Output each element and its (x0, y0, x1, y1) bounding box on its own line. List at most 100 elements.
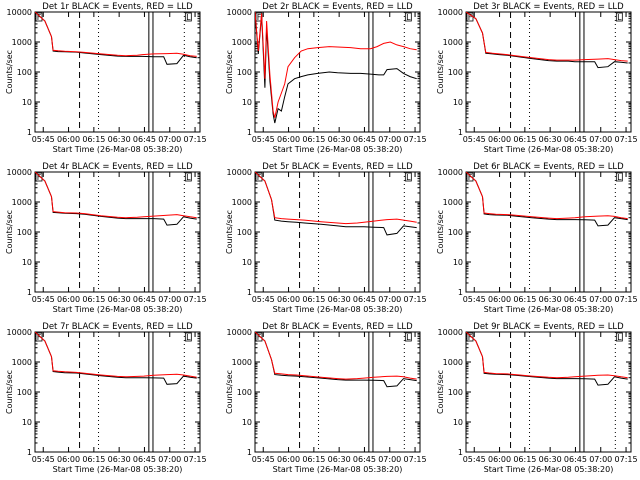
x-tick-label: 07:15 (404, 455, 427, 464)
x-tick-label: 05:45 (252, 135, 275, 144)
series-line-events (466, 172, 628, 227)
x-tick-label: 05:45 (32, 135, 55, 144)
x-axis-label: Start Time (26-Mar-08 05:38:20) (484, 145, 614, 154)
y-tick-label: 1 (458, 288, 463, 297)
marker-box (615, 172, 623, 182)
x-tick-label: 05:45 (252, 455, 275, 464)
panel-4: Det 4r BLACK = Events, RED = LLD 1 10 100 10… (5, 162, 207, 314)
series-line-events (255, 332, 417, 388)
panel-1: Det 1r BLACK = Events, RED = LLD 1 10 100 10… (5, 2, 207, 154)
marker-box (404, 12, 412, 22)
series-line-lld (466, 332, 628, 379)
plot-frame (34, 11, 201, 133)
panel-2: Det 2r BLACK = Events, RED = LLD 1 10 100 10… (225, 2, 427, 154)
series-line-events (255, 172, 417, 236)
x-tick-label: 06:45 (133, 295, 156, 304)
x-tick-label: 07:00 (158, 455, 181, 464)
x-tick-label: 06:45 (564, 455, 587, 464)
x-tick-label: 06:00 (488, 455, 511, 464)
marker-label: F (37, 13, 42, 22)
y-tick-label: 10 (242, 418, 252, 427)
marker-label: L (186, 173, 191, 182)
x-tick-label: 06:00 (488, 135, 511, 144)
x-tick-label: 07:00 (158, 135, 181, 144)
x-tick-label: 06:30 (328, 295, 351, 304)
marker-label: L (617, 173, 622, 182)
y-axis-label: Counts/sec (225, 50, 234, 94)
y-tick-label: 1 (27, 128, 32, 137)
series-line-events (35, 172, 197, 226)
marker-label: F (257, 173, 262, 182)
y-tick-label: 10 (22, 98, 32, 107)
series-line-lld (255, 332, 417, 380)
x-tick-label: 06:45 (564, 295, 587, 304)
x-tick-label: 06:15 (513, 295, 536, 304)
marker-label: F (257, 333, 262, 342)
x-tick-label: 07:15 (615, 455, 638, 464)
marker-label: L (406, 13, 411, 22)
marker-box (404, 332, 412, 342)
y-tick-label: 10000 (438, 8, 463, 17)
x-tick-label: 07:15 (404, 295, 427, 304)
marker-box (35, 332, 43, 342)
marker-label: L (186, 13, 191, 22)
marker-label: L (406, 173, 411, 182)
y-tick-label: 1000 (232, 198, 252, 207)
y-axis-label: Counts/sec (5, 210, 14, 254)
marker-box (184, 172, 192, 182)
series-line-lld (35, 332, 197, 378)
x-tick-label: 06:45 (133, 455, 156, 464)
series-line-events (466, 332, 628, 386)
x-tick-label: 06:30 (328, 135, 351, 144)
plot-frame (254, 331, 421, 453)
y-tick-label: 1 (27, 288, 32, 297)
plot-frame (34, 171, 201, 293)
x-tick-label: 06:30 (108, 135, 131, 144)
x-tick-label: 06:00 (57, 455, 80, 464)
x-axis-label: Start Time (26-Mar-08 05:38:20) (273, 305, 403, 314)
x-tick-label: 06:15 (302, 295, 325, 304)
y-tick-label: 10000 (7, 168, 32, 177)
x-tick-label: 06:45 (353, 455, 376, 464)
marker-box (35, 172, 43, 182)
x-axis-label: Start Time (26-Mar-08 05:38:20) (273, 465, 403, 474)
x-tick-label: 07:00 (378, 135, 401, 144)
x-tick-label: 07:15 (184, 295, 207, 304)
marker-box (184, 332, 192, 342)
y-tick-label: 1000 (12, 198, 32, 207)
marker-box (255, 172, 263, 182)
x-tick-label: 07:00 (589, 295, 612, 304)
y-tick-label: 10000 (438, 168, 463, 177)
x-tick-label: 06:30 (328, 455, 351, 464)
y-tick-label: 10 (242, 98, 252, 107)
y-tick-label: 10 (453, 418, 463, 427)
y-axis-label: Counts/sec (436, 50, 445, 94)
plot-frame (254, 11, 421, 133)
x-tick-label: 06:00 (277, 295, 300, 304)
y-tick-label: 10000 (227, 168, 252, 177)
marker-label: L (186, 333, 191, 342)
series-line-lld (466, 12, 628, 62)
x-tick-label: 05:45 (32, 455, 55, 464)
plot-frame (465, 171, 632, 293)
panel-title: Det 3r BLACK = Events, RED = LLD (473, 2, 624, 12)
panel-3: Det 3r BLACK = Events, RED = LLD 1 10 100 10… (436, 2, 638, 154)
y-tick-label: 1000 (443, 38, 463, 47)
marker-box (404, 172, 412, 182)
y-tick-label: 10000 (227, 8, 252, 17)
panel-title: Det 5r BLACK = Events, RED = LLD (262, 162, 413, 172)
marker-box (184, 12, 192, 22)
y-tick-label: 100 (17, 228, 32, 237)
x-tick-label: 06:45 (353, 295, 376, 304)
series-line-events (35, 332, 197, 385)
y-tick-label: 10 (22, 258, 32, 267)
x-tick-label: 05:45 (463, 135, 486, 144)
series-line-lld (35, 172, 197, 219)
x-tick-label: 07:00 (589, 135, 612, 144)
y-tick-label: 100 (448, 388, 463, 397)
y-tick-label: 10000 (7, 8, 32, 17)
x-tick-label: 06:00 (57, 135, 80, 144)
series-line-events (255, 12, 417, 124)
panel-title: Det 9r BLACK = Events, RED = LLD (473, 322, 624, 332)
